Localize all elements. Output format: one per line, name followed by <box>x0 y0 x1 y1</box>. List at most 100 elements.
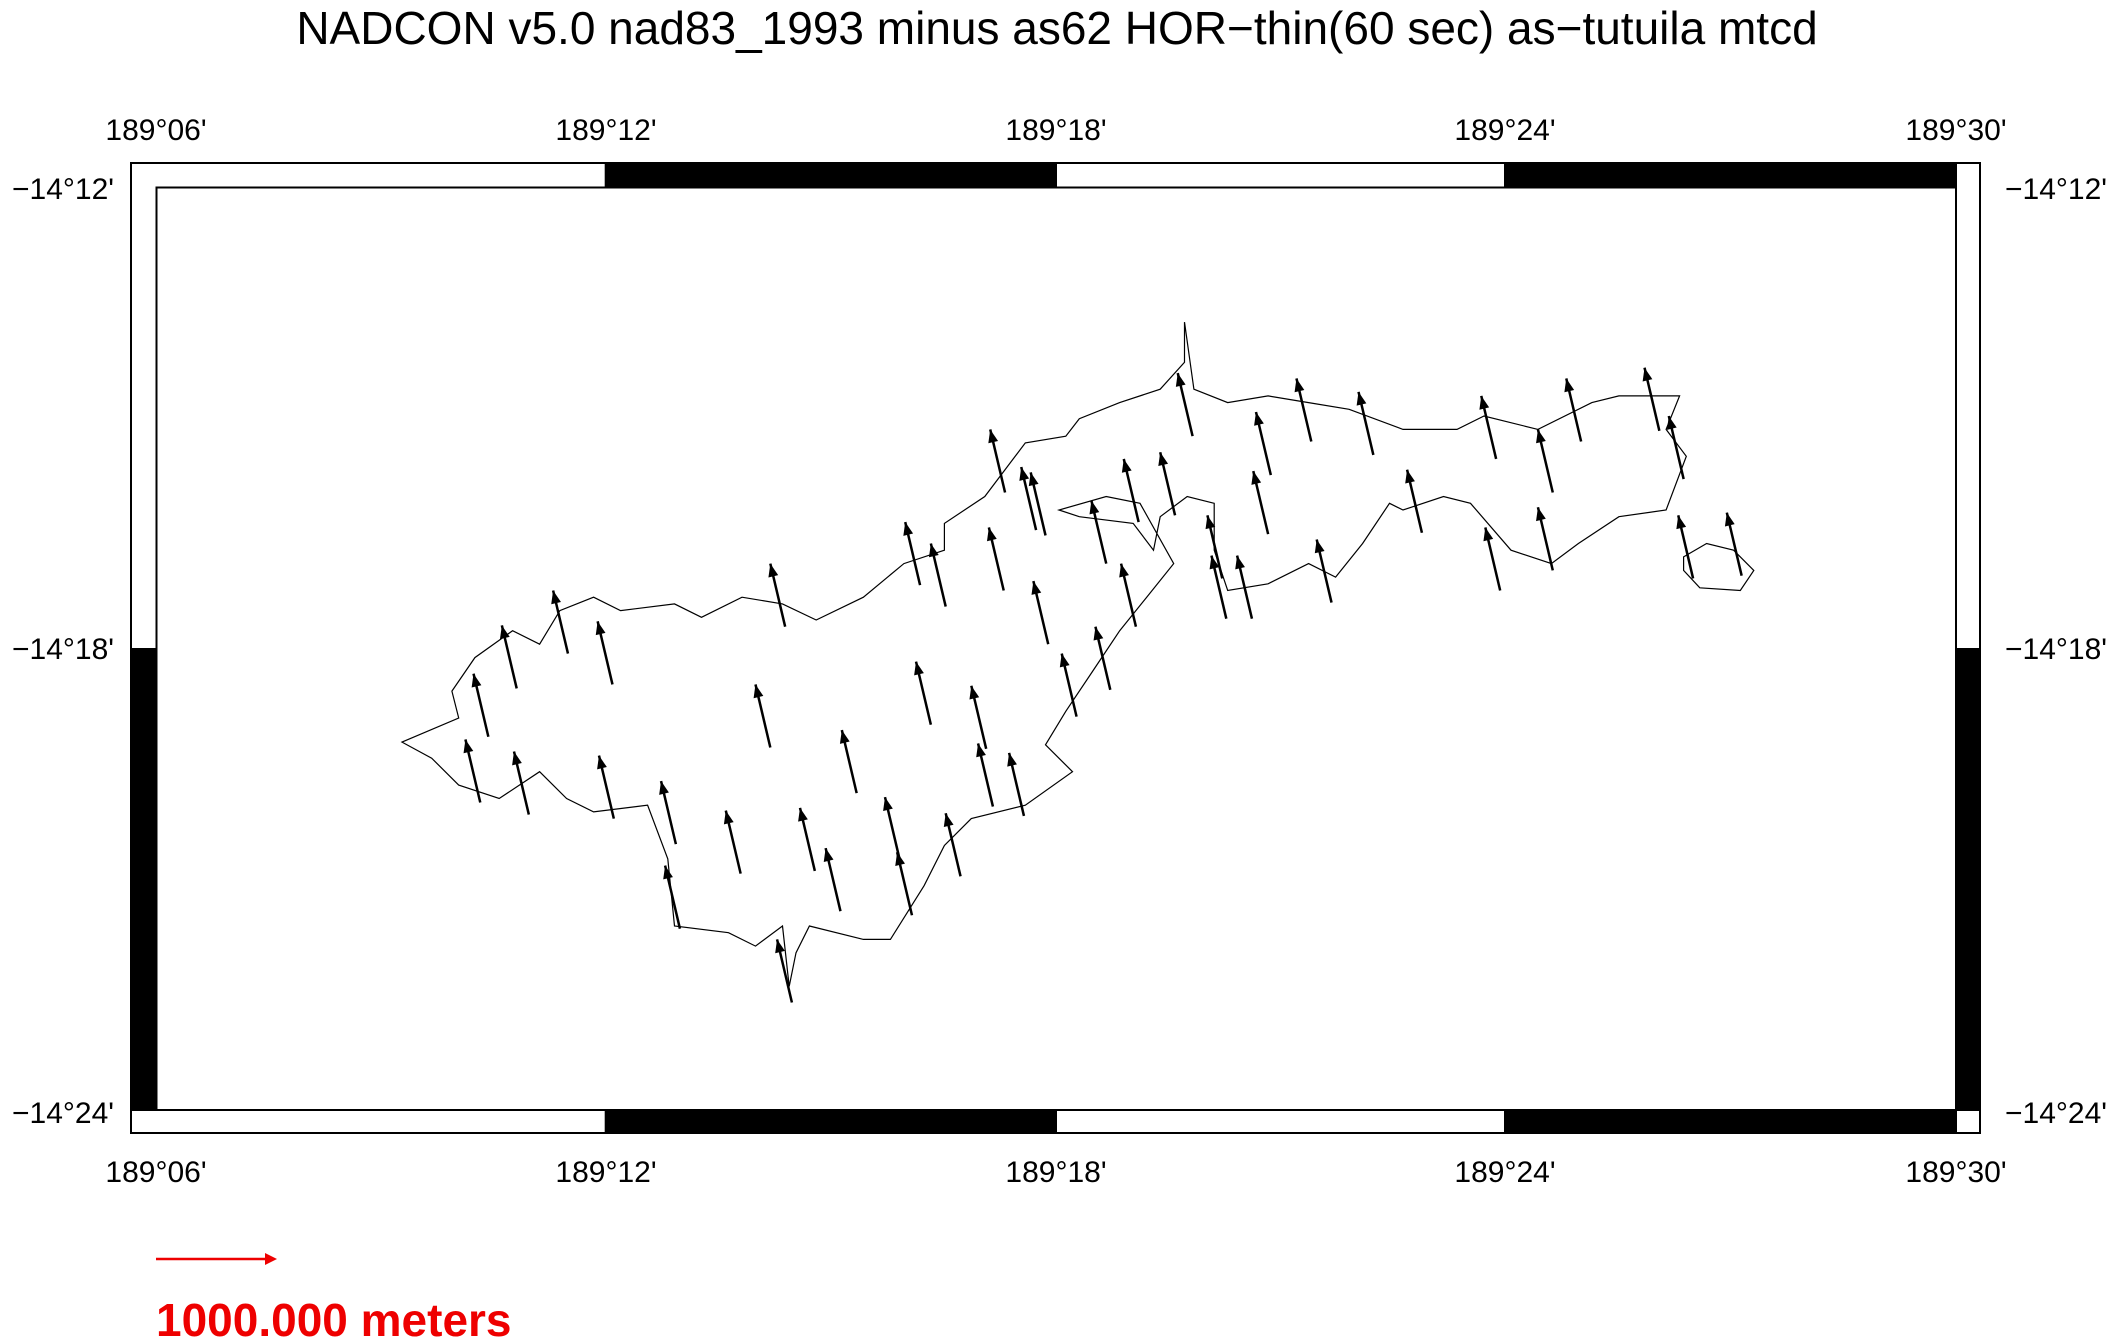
vector-arrow <box>1314 539 1333 603</box>
vector-head <box>1254 411 1264 426</box>
vector-arrow <box>1251 470 1270 535</box>
vector-head <box>1209 555 1220 570</box>
x-tick-label: 189°12' <box>555 114 656 147</box>
vector-head <box>798 807 808 822</box>
vector-arrow <box>1007 752 1026 817</box>
vector-head <box>1028 472 1039 487</box>
vector-head <box>1158 452 1169 467</box>
vector-head <box>988 429 999 444</box>
frame-bar <box>1955 648 1981 1111</box>
vector-head <box>1724 512 1735 527</box>
x-tick-label: 189°06' <box>105 1156 206 1189</box>
x-tick-label: 189°30' <box>1905 114 2006 147</box>
vector-arrow <box>768 563 787 628</box>
vector-head <box>1294 378 1305 393</box>
vector-head <box>1093 626 1104 641</box>
vector-arrow <box>1536 506 1555 571</box>
vector-head <box>1235 555 1245 570</box>
vector-arrow <box>988 429 1007 493</box>
vector-arrow <box>723 810 742 874</box>
vector-arrow <box>1724 512 1743 577</box>
vector-arrow <box>1564 378 1583 442</box>
vector-head <box>595 621 606 636</box>
vector-arrow <box>471 673 490 738</box>
vector-head <box>1119 563 1129 578</box>
coast-outline <box>1682 542 1755 592</box>
vector-arrow <box>1059 653 1078 717</box>
x-tick-label: 189°24' <box>1454 114 1555 147</box>
x-tick-label: 189°18' <box>1005 114 1106 147</box>
y-tick-label: −14°12' <box>2005 173 2107 206</box>
vector-head <box>1666 416 1677 430</box>
vector-head <box>659 781 669 795</box>
scale-label: 1000.000 meters <box>156 1294 512 1342</box>
vector-arrow <box>1294 378 1313 442</box>
vector-head <box>1536 507 1546 522</box>
vector-arrow <box>986 527 1005 591</box>
vector-head <box>1536 429 1546 444</box>
vector-head <box>1483 527 1494 542</box>
vector-head <box>1251 471 1262 485</box>
vector-arrow <box>1536 429 1555 493</box>
vector-head <box>723 810 734 825</box>
coastline <box>400 322 1755 987</box>
x-tick-label: 189°12' <box>555 1156 656 1189</box>
vector-arrow <box>597 755 616 819</box>
vector-arrow <box>512 751 531 815</box>
vector-arrow <box>1031 580 1050 645</box>
vector-head <box>471 673 482 688</box>
vector-arrow <box>1119 563 1138 628</box>
vector-arrow <box>823 847 842 912</box>
vector-head <box>1205 515 1216 530</box>
vector-head <box>1019 467 1030 481</box>
vector-arrow <box>1405 469 1424 534</box>
vector-arrow <box>976 743 995 807</box>
vector-arrow <box>1254 411 1273 476</box>
y-tick-label: −14°12' <box>12 173 114 206</box>
vector-arrow <box>928 543 947 607</box>
map-title: NADCON v5.0 nad83_1993 minus as62 HOR−th… <box>296 2 1817 54</box>
vector-head <box>823 848 834 862</box>
frame-bar <box>604 162 1057 189</box>
vector-head <box>768 563 779 578</box>
vector-head <box>753 684 764 699</box>
vector-head <box>976 743 986 758</box>
inner-frame <box>155 186 1957 1111</box>
vector-head <box>903 522 914 536</box>
x-tick-label: 189°06' <box>105 114 206 147</box>
vector-head <box>1564 378 1575 393</box>
vector-arrow <box>1483 527 1502 591</box>
y-tick-label: −14°18' <box>2005 633 2107 666</box>
vector-head <box>1405 469 1415 484</box>
x-labels: 189°06' 189°12' 189°18' 189°24' 189°30' … <box>105 114 2006 1189</box>
vector-head <box>1175 373 1186 387</box>
vector-arrow <box>1356 391 1375 456</box>
vector-arrow <box>595 621 614 685</box>
vector-arrow <box>1028 472 1047 536</box>
vector-head <box>1031 581 1042 595</box>
y-tick-label: −14°24' <box>12 1097 114 1130</box>
vector-head <box>551 590 561 605</box>
y-tick-label: −14°18' <box>12 633 114 666</box>
vector-arrow <box>1175 372 1194 437</box>
vector-head <box>883 797 893 811</box>
vector-head <box>895 852 905 866</box>
scale-bar: 1000.000 meters <box>156 1253 512 1342</box>
vector-head <box>1642 367 1653 382</box>
vector-head <box>1314 539 1325 554</box>
vector-arrow <box>1209 555 1228 619</box>
vector-arrow <box>798 807 817 872</box>
vector-head <box>463 739 474 754</box>
vector-arrow <box>943 812 962 877</box>
vector-head <box>1676 515 1687 530</box>
vector-head <box>1089 500 1100 515</box>
vector-arrow <box>969 685 988 750</box>
vector-arrow <box>1205 515 1224 579</box>
vector-arrow <box>839 729 858 794</box>
vector-arrow <box>463 739 482 803</box>
vector-head <box>775 939 785 954</box>
vector-head <box>943 813 954 828</box>
vector-head <box>1479 395 1490 410</box>
